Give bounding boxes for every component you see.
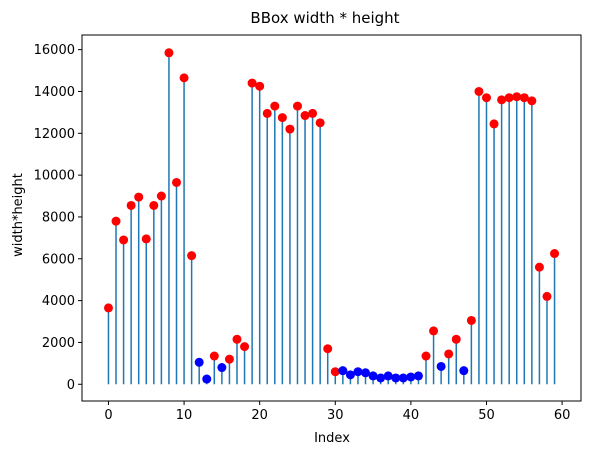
y-tick-label-16000: 16000	[34, 43, 75, 58]
stem-marker-52	[497, 95, 507, 105]
stems-group	[107, 52, 556, 385]
y-tick-label-0: 0	[67, 378, 75, 393]
stem-marker-53	[504, 93, 514, 103]
x-tick-label-30: 30	[327, 408, 344, 423]
x-tick-label-60: 60	[554, 408, 571, 423]
stem-marker-23	[277, 113, 287, 123]
y-tick-label-6000: 6000	[42, 252, 75, 267]
stem-marker-10	[179, 73, 189, 83]
stem-marker-45	[444, 349, 454, 359]
stem-marker-55	[519, 93, 529, 103]
y-tick-label-8000: 8000	[42, 210, 75, 225]
stem-marker-17	[232, 334, 242, 344]
stem-marker-40	[406, 372, 416, 382]
stem-marker-18	[240, 342, 250, 352]
y-axis: 0 2000 4000 6000 8000 10000 12000 14000 16000	[34, 43, 82, 393]
stem-marker-4	[134, 192, 144, 202]
stem-marker-51	[489, 119, 499, 129]
stem-marker-12	[194, 357, 204, 367]
stem-marker-43	[429, 326, 439, 336]
stem-marker-21	[262, 108, 272, 118]
stem-marker-25	[292, 101, 302, 111]
stem-marker-5	[141, 234, 151, 244]
stem-marker-9	[172, 177, 182, 187]
stem-marker-42	[421, 351, 431, 361]
stem-marker-32	[345, 370, 355, 380]
stem-marker-34	[361, 368, 371, 378]
y-tick-label-4000: 4000	[42, 294, 75, 309]
stem-marker-30	[330, 367, 340, 377]
stem-marker-20	[255, 81, 265, 91]
x-tick-label-40: 40	[403, 408, 420, 423]
stem-marker-33	[353, 367, 363, 377]
stem-marker-47	[459, 366, 469, 376]
stem-marker-14	[209, 351, 219, 361]
x-tick-label-20: 20	[251, 408, 268, 423]
stem-marker-38	[391, 373, 401, 383]
stem-marker-56	[527, 96, 537, 106]
y-tick-label-12000: 12000	[34, 127, 75, 142]
stem-marker-58	[542, 291, 552, 301]
stem-marker-15	[217, 363, 227, 373]
stem-marker-11	[187, 251, 197, 261]
stem-marker-39	[398, 373, 408, 383]
y-axis-label: width*height	[11, 173, 26, 257]
stem-marker-8	[164, 48, 174, 58]
stem-marker-31	[338, 366, 348, 376]
y-tick-label-10000: 10000	[34, 169, 75, 184]
stem-marker-41	[413, 371, 423, 381]
stem-marker-49	[474, 86, 484, 96]
stem-marker-3	[126, 200, 136, 210]
markers-group	[103, 48, 560, 384]
chart-title: BBox width * height	[250, 9, 399, 27]
x-axis-label: Index	[314, 431, 350, 446]
stem-marker-24	[285, 124, 295, 134]
stem-marker-57	[534, 262, 544, 272]
stem-marker-2	[119, 235, 129, 245]
stem-marker-44	[436, 361, 446, 371]
stem-marker-1	[111, 216, 121, 226]
stem-marker-36	[376, 373, 386, 383]
plot-frame	[81, 34, 582, 402]
stem-marker-19	[247, 78, 257, 88]
stem-marker-22	[270, 101, 280, 111]
stem-marker-54	[512, 92, 522, 102]
stem-marker-59	[550, 249, 560, 259]
stem-marker-7	[156, 191, 166, 201]
y-tick-label-14000: 14000	[34, 85, 75, 100]
stem-marker-35	[368, 371, 378, 381]
stem-marker-16	[224, 354, 234, 364]
x-tick-label-0: 0	[104, 408, 112, 423]
y-tick-label-2000: 2000	[42, 336, 75, 351]
x-axis: 0 10 20 30 40 50 60	[104, 401, 570, 423]
stem-marker-29	[323, 344, 333, 354]
stem-marker-37	[383, 371, 393, 381]
stem-marker-6	[149, 200, 159, 210]
stem-marker-26	[300, 111, 310, 121]
stem-marker-13	[202, 374, 212, 384]
stem-marker-48	[466, 315, 476, 325]
stem-marker-28	[315, 118, 325, 128]
stem-marker-50	[481, 93, 491, 103]
stem-marker-46	[451, 334, 461, 344]
x-tick-label-10: 10	[176, 408, 193, 423]
x-tick-label-50: 50	[478, 408, 495, 423]
stem-marker-0	[103, 303, 113, 313]
stem-marker-27	[308, 108, 318, 118]
